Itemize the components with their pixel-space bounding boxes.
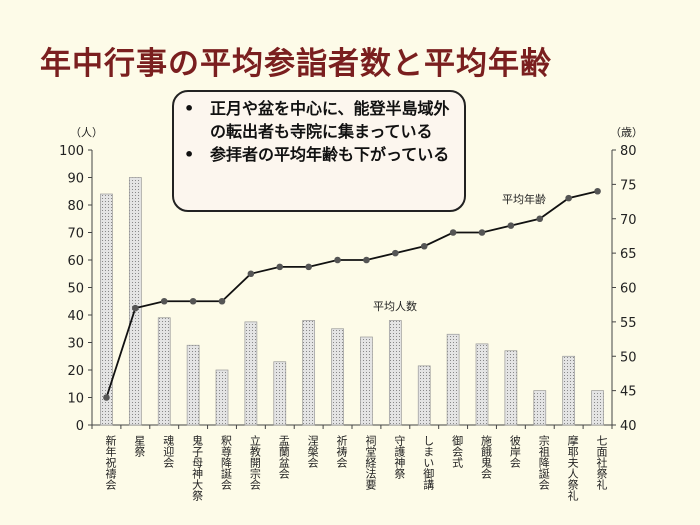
age-point — [363, 256, 370, 264]
age-point — [160, 297, 168, 305]
y-tick-label: 50 — [67, 282, 84, 297]
bar — [244, 321, 258, 426]
category-label: 宗祖降誕会 — [537, 434, 550, 490]
age-point — [594, 187, 601, 195]
bar — [591, 390, 604, 426]
age-point — [420, 242, 428, 250]
y-tick-label: 80 — [67, 199, 84, 214]
age-point — [334, 256, 341, 264]
category-label: 守護神祭 — [393, 434, 406, 479]
age-point — [132, 304, 139, 312]
age-point — [103, 394, 110, 401]
category-label: 新年祝禱会 — [104, 434, 117, 490]
category-label: 涅槃会 — [306, 434, 319, 468]
y2-tick-label: 55 — [620, 316, 637, 331]
y-tick-label: 100 — [59, 144, 84, 159]
y-tick-label: 70 — [67, 227, 84, 242]
bar — [417, 365, 431, 426]
bar — [128, 177, 142, 426]
callout-text: 参拝者の平均年齢も下がっている — [210, 145, 450, 164]
category-label: 御会式 — [451, 434, 464, 468]
bar — [100, 193, 113, 426]
category-label: 施餓鬼会 — [480, 435, 493, 479]
y2-tick-label: 70 — [620, 213, 637, 228]
y-tick-label: 30 — [67, 337, 84, 352]
age-point — [478, 229, 486, 236]
y2-tick-label: 65 — [620, 247, 637, 262]
bar — [562, 355, 576, 426]
y-axis-unit: （人） — [70, 126, 103, 139]
callout-box: • 正月や盆を中心に、能登半島域外の転出者も寺院に集まっている • 参拝者の平均年齢… — [172, 90, 466, 212]
y-tick-label: 90 — [67, 172, 84, 187]
bar — [273, 361, 287, 426]
category-label: 魂迎会 — [162, 435, 175, 468]
y-tick-label: 0 — [76, 419, 84, 434]
bar — [504, 350, 518, 426]
bar — [215, 369, 229, 426]
series-label-bars: 平均人数 — [373, 300, 417, 313]
category-label: 彼岸会 — [508, 435, 521, 468]
age-point — [392, 249, 399, 257]
bar — [331, 328, 344, 426]
category-label: 祈祷会 — [335, 435, 348, 468]
bar — [446, 333, 460, 426]
category-label: しまい御講 — [422, 435, 435, 491]
y2-tick-label: 60 — [620, 282, 637, 297]
age-point — [305, 263, 312, 271]
y-tick-label: 40 — [67, 309, 84, 324]
y2-tick-label: 45 — [620, 385, 637, 400]
age-point — [449, 229, 457, 236]
bar — [302, 320, 316, 426]
y2-axis-unit: （歳） — [610, 126, 643, 139]
y-tick-label: 60 — [67, 254, 84, 269]
category-label: 摩耶夫人祭礼 — [566, 434, 579, 502]
bar — [533, 390, 547, 426]
y2-tick-label: 80 — [620, 144, 637, 159]
y2-tick-label: 50 — [620, 350, 637, 365]
callout-bullet: • 参拝者の平均年齢も下がっている — [184, 145, 450, 164]
category-label: 星祭 — [133, 435, 146, 457]
age-point — [565, 194, 572, 202]
y2-tick-label: 40 — [620, 419, 637, 434]
age-point — [218, 297, 226, 305]
y2-tick-label: 75 — [620, 178, 637, 193]
category-label: 盂蘭盆会 — [277, 435, 290, 479]
y-tick-label: 10 — [67, 392, 84, 407]
age-line — [105, 190, 598, 398]
series-label-line: 平均年齢 — [502, 192, 546, 206]
category-label: 釈尊降誕会 — [220, 435, 233, 490]
age-point — [189, 297, 197, 305]
bar — [388, 320, 402, 426]
bar — [157, 317, 171, 426]
age-point — [276, 263, 284, 271]
slide-title: 年中行事の平均参詣者数と平均年齢 — [40, 46, 552, 82]
category-label: 祠堂経法要 — [364, 435, 377, 491]
callout-text: 正月や盆を中心に、能登半島域外の転出者も寺院に集まっている — [210, 99, 450, 141]
bar — [475, 343, 489, 426]
category-label: 鬼子母神大祭 — [191, 434, 204, 501]
age-point — [247, 270, 255, 278]
category-label: 立教開宗会 — [248, 434, 261, 490]
bar — [186, 344, 200, 426]
age-point — [536, 215, 544, 223]
y-tick-label: 20 — [67, 364, 84, 379]
bar — [360, 336, 373, 426]
age-point — [507, 222, 515, 229]
callout-bullet: • 正月や盆を中心に、能登半島域外の転出者も寺院に集まっている — [184, 97, 454, 143]
category-label: 七面社祭礼 — [595, 435, 608, 491]
